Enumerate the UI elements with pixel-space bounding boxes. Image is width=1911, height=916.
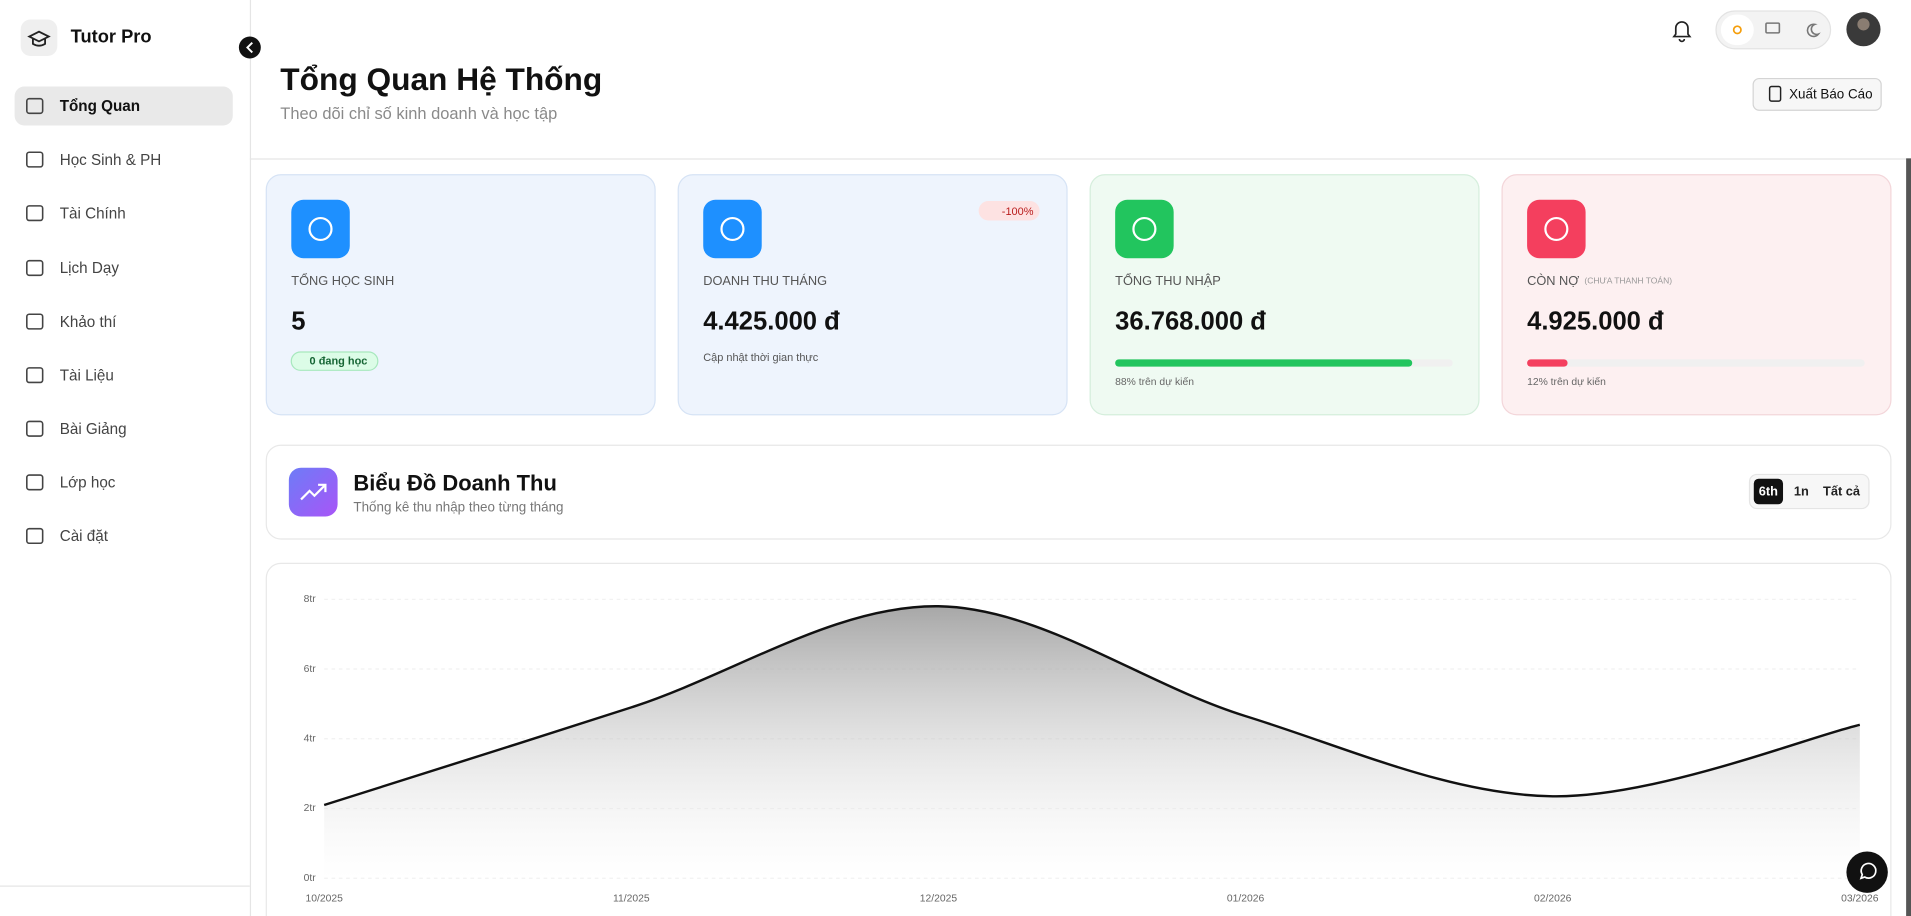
stat-label: CÒN NỢ [1527, 273, 1579, 288]
scrollbar[interactable] [1906, 158, 1911, 916]
stat-card [1501, 174, 1892, 416]
stat-icon [1115, 199, 1174, 259]
stat-icon-glyph [1132, 216, 1157, 242]
stat-note: 12% trên dự kiến [1527, 376, 1606, 388]
badge [290, 351, 379, 371]
stat-value: 4.925.000 đ [1527, 308, 1664, 336]
stat-icon [703, 199, 762, 259]
y-tick-label: 4tr [304, 734, 317, 745]
progress-track [1527, 359, 1865, 367]
x-tick-label: 11/2025 [613, 894, 650, 905]
progress-fill [1115, 359, 1413, 367]
revenue-header-card [265, 444, 1892, 540]
nav-item[interactable]: Khảo thí [60, 314, 117, 331]
avatar-face [1857, 18, 1870, 31]
stat-value: 4.425.000 đ [703, 308, 840, 336]
y-tick-label: 8tr [304, 594, 317, 605]
stat-note: 88% trên dự kiến [1115, 376, 1194, 388]
stat-label: DOANH THU THÁNG [703, 273, 827, 288]
x-tick-label: 02/2026 [1534, 894, 1572, 905]
y-tick-label: 2tr [304, 803, 317, 814]
stat-note: Cập nhật thời gian thực [703, 352, 819, 364]
nav-icon [26, 367, 44, 384]
export-button[interactable] [1752, 77, 1882, 111]
chat-icon [1859, 862, 1877, 880]
brand-cap [27, 30, 51, 47]
badge-text: -100% [1002, 206, 1034, 218]
stat-icon-glyph [720, 216, 745, 242]
x-tick-label: 12/2025 [920, 894, 958, 905]
stat-value: 5 [291, 308, 305, 336]
page-subtitle: Theo dõi chỉ số kinh doanh và học tập [280, 105, 557, 123]
nav-icon [26, 527, 44, 545]
area-fill [324, 606, 1860, 879]
sun-icon [1732, 25, 1742, 35]
nav-icon [26, 151, 44, 168]
theme-system[interactable] [1765, 22, 1781, 34]
range-active [1753, 478, 1784, 505]
stat-icon-glyph [1544, 216, 1569, 242]
y-tick-label: 0tr [304, 873, 317, 884]
collapse-icon [246, 41, 253, 54]
progress-fill [1527, 359, 1568, 367]
revenue-subtitle: Thống kê thu nhập theo từng tháng [353, 499, 563, 514]
nav-item[interactable]: Tổng Quan [60, 98, 140, 115]
nav-item[interactable]: Lớp học [60, 475, 116, 492]
nav-icon [26, 420, 44, 437]
trend-icon [300, 483, 327, 501]
nav-item[interactable]: Tài Chính [60, 205, 126, 222]
stat-label: TỔNG HỌC SINH [291, 273, 394, 288]
stat-icon [1527, 199, 1586, 259]
badge-text: 0 đang học [310, 356, 368, 368]
x-tick-label: 01/2026 [1227, 894, 1265, 905]
theme-light[interactable] [1720, 14, 1754, 46]
page-title: Tổng Quan Hệ Thống [280, 61, 602, 97]
revenue-icon [288, 467, 338, 517]
y-tick-label: 6tr [304, 664, 317, 675]
stat-sublabel: (CHƯA THANH TOÁN) [1584, 276, 1672, 286]
badge [978, 200, 1040, 221]
brand-name: Tutor Pro [71, 26, 152, 47]
nav-item[interactable]: Bài Giảng [60, 421, 127, 438]
brand-icon [20, 19, 58, 57]
stat-card [677, 174, 1068, 416]
stat-icon-glyph [308, 216, 333, 242]
stat-icon [291, 199, 350, 259]
range-option[interactable]: 1n [1794, 483, 1809, 498]
nav-icon [26, 97, 44, 115]
export-icon [1768, 85, 1782, 102]
stat-card [1089, 174, 1480, 416]
nav-item[interactable]: Học Sinh & PH [60, 152, 162, 169]
nav-icon [26, 313, 44, 330]
x-tick-label: 10/2025 [305, 894, 343, 905]
sidebar [0, 0, 250, 916]
area-line [323, 605, 1861, 807]
stat-label: TỔNG THU NHẬP [1115, 273, 1221, 288]
nav-icon [26, 259, 44, 277]
nav-item[interactable]: Lịch Dạy [60, 260, 120, 277]
theme-dark[interactable] [1806, 23, 1821, 38]
range-option[interactable]: Tất cả [1823, 483, 1861, 498]
nav-active [14, 86, 233, 126]
export-label: Xuất Báo Cáo [1789, 87, 1872, 102]
nav-item[interactable]: Tài Liệu [60, 367, 114, 384]
stat-value: 36.768.000 đ [1115, 308, 1266, 336]
chat-button[interactable] [1846, 851, 1888, 893]
bell-icon[interactable] [1672, 21, 1692, 43]
nav-icon [26, 205, 44, 222]
nav-icon [26, 474, 44, 491]
revenue-title: Biểu Đồ Doanh Thu [353, 471, 556, 496]
range-option[interactable]: 6th [1759, 483, 1778, 498]
collapse-button[interactable] [238, 36, 261, 59]
x-tick-label: 03/2026 [1841, 894, 1879, 905]
nav-item[interactable]: Cài đặt [60, 528, 109, 545]
